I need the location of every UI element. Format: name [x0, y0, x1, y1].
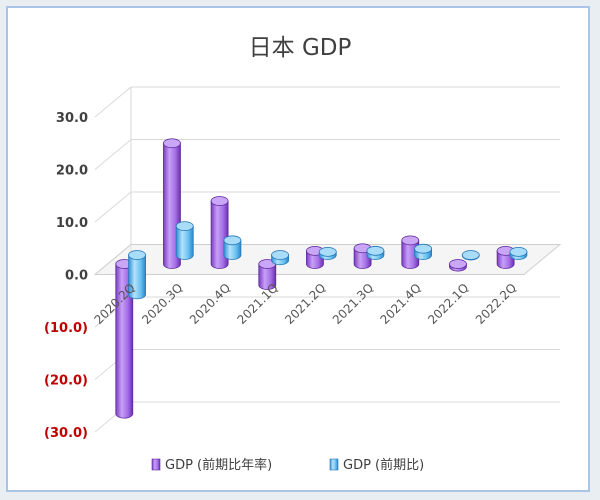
bar-cap — [461, 250, 480, 260]
bar-cap — [163, 138, 181, 149]
bar-cap — [401, 235, 420, 246]
bar-body — [210, 200, 229, 269]
bar-qoq — [223, 235, 242, 260]
bar-body — [258, 263, 277, 290]
bar-annualized — [449, 259, 467, 272]
category-label: 2021.3Q — [330, 281, 376, 327]
bar-cap — [509, 246, 528, 257]
category-label: 2021.1Q — [235, 281, 281, 327]
legend-swatch — [329, 458, 339, 471]
category-label: 2021.2Q — [282, 281, 328, 327]
category-label: 2020.4Q — [187, 281, 233, 327]
bar-body — [175, 225, 194, 260]
bar-annualized — [258, 259, 277, 290]
gridline-side — [94, 191, 132, 223]
bar-cap — [175, 221, 194, 232]
bar-qoq — [366, 245, 385, 260]
bar-body — [128, 254, 146, 300]
legend-label: GDP (前期比年率) — [165, 457, 272, 473]
bar-qoq — [509, 246, 528, 260]
category-label: 2020.3Q — [139, 281, 185, 327]
gridline-side — [94, 86, 132, 118]
bar-cap — [449, 259, 467, 269]
bar-cap — [414, 243, 432, 254]
bar-cap — [318, 246, 337, 257]
gridline-side — [94, 139, 132, 170]
y-tick-label: 30.0 — [56, 111, 88, 126]
y-tick-label: 0.0 — [65, 269, 88, 284]
bar-body — [115, 263, 134, 419]
bar-cap — [128, 250, 146, 260]
category-label: 2022.2Q — [473, 281, 519, 327]
category-label: 2021.4Q — [378, 281, 424, 327]
bar-cap — [366, 245, 385, 256]
legend-swatch — [151, 458, 161, 471]
bar-qoq — [318, 246, 337, 260]
y-tick-label: 10.0 — [56, 216, 88, 231]
bar-qoq — [175, 221, 194, 260]
bar-qoq — [461, 250, 480, 261]
y-tick-label: (10.0) — [44, 321, 88, 336]
category-label: 2022.1Q — [425, 281, 471, 327]
bar-cap — [210, 196, 229, 206]
y-tick-label: (30.0) — [44, 426, 88, 441]
y-tick-label: (20.0) — [44, 374, 88, 389]
y-tick-label: 20.0 — [56, 164, 88, 179]
bar-cap — [271, 250, 289, 260]
bar-qoq — [414, 243, 432, 260]
legend-label: GDP (前期比) — [343, 457, 424, 473]
bar-qoq — [271, 250, 289, 266]
bar-cap — [223, 235, 242, 246]
chart-title: 日本 GDP — [248, 35, 352, 61]
bar-qoq — [128, 250, 146, 300]
bar-body — [223, 239, 242, 260]
